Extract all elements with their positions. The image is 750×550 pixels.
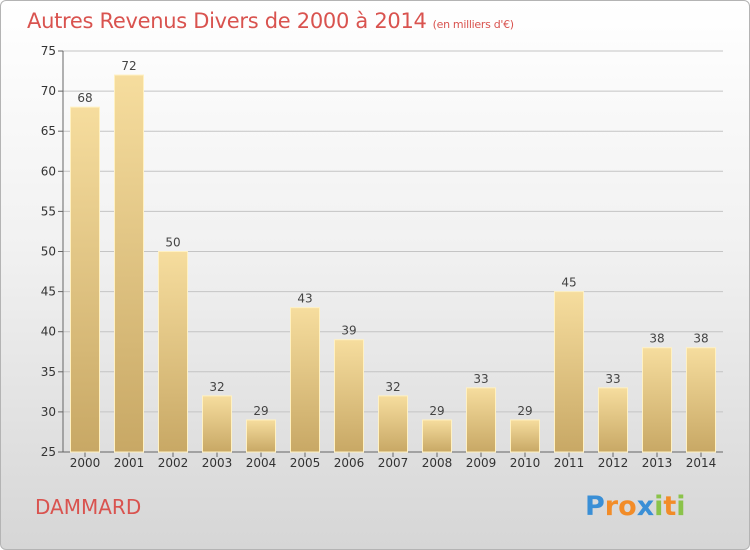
bar-2010 — [510, 419, 540, 453]
chart-subtitle: (en milliers d'€) — [432, 18, 514, 31]
bar-2000 — [70, 106, 100, 453]
bar-2014 — [686, 347, 716, 453]
value-label-2004: 29 — [253, 404, 268, 418]
bar-2013 — [642, 347, 672, 453]
x-tick-label-2009: 2009 — [466, 456, 497, 470]
bar-2001 — [114, 74, 144, 453]
x-tick-label-2006: 2006 — [334, 456, 365, 470]
value-label-2011: 45 — [561, 276, 576, 290]
chart-title-text: Autres Revenus Divers de 2000 à 2014 — [27, 9, 427, 33]
x-tick-label-2005: 2005 — [290, 456, 321, 470]
bar-2007 — [378, 395, 408, 453]
x-tick-label-2010: 2010 — [510, 456, 541, 470]
bar-2012 — [598, 387, 628, 453]
x-tick-label-2000: 2000 — [70, 456, 101, 470]
y-tick-label: 75 — [41, 44, 56, 58]
y-tick-label: 70 — [41, 84, 56, 98]
value-label-2005: 43 — [297, 292, 312, 306]
y-tick-label: 40 — [41, 325, 56, 339]
bar-2004 — [246, 419, 276, 453]
logo-letter: P — [585, 491, 605, 522]
logo-letter: x — [636, 491, 655, 522]
x-tick-label-2014: 2014 — [686, 456, 717, 470]
bars: 68 72 50 32 29 43 39 32 29 33 29 45 33 38 38 — [70, 59, 716, 453]
x-tick-label-2002: 2002 — [158, 456, 189, 470]
value-label-2002: 50 — [165, 236, 180, 250]
x-tick-label-2012: 2012 — [598, 456, 629, 470]
bar-2008 — [422, 419, 452, 453]
x-tick-label-2001: 2001 — [114, 456, 145, 470]
y-tick-label: 25 — [41, 445, 56, 459]
commune-name: DAMMARD — [35, 495, 142, 519]
proxiti-logo: Proxiti — [585, 491, 686, 522]
value-label-2012: 33 — [605, 372, 620, 386]
x-tick-label-2003: 2003 — [202, 456, 233, 470]
x-tick-label-2011: 2011 — [554, 456, 585, 470]
value-label-2013: 38 — [649, 332, 664, 346]
bar-2002 — [158, 251, 188, 453]
value-label-2008: 29 — [429, 404, 444, 418]
bar-2005 — [290, 307, 320, 453]
value-label-2007: 32 — [385, 380, 400, 394]
x-tick-label-2007: 2007 — [378, 456, 409, 470]
value-label-2001: 72 — [121, 59, 136, 73]
value-label-2003: 32 — [209, 380, 224, 394]
value-label-2014: 38 — [693, 332, 708, 346]
x-tick-label-2008: 2008 — [422, 456, 453, 470]
bar-2011 — [554, 291, 584, 453]
bar-2003 — [202, 395, 232, 453]
bar-2006 — [334, 339, 364, 453]
value-label-2000: 68 — [77, 91, 92, 105]
y-tick-label: 50 — [41, 245, 56, 259]
bar-2009 — [466, 387, 496, 453]
y-tick-label: 35 — [41, 365, 56, 379]
y-tick-label: 30 — [41, 405, 56, 419]
value-label-2010: 29 — [517, 404, 532, 418]
value-label-2006: 39 — [341, 324, 356, 338]
logo-letter: o — [618, 491, 637, 522]
chart-title: Autres Revenus Divers de 2000 à 2014 (en … — [27, 9, 514, 33]
value-label-2009: 33 — [473, 372, 488, 386]
y-tick-label: 65 — [41, 124, 56, 138]
x-tick-label-2013: 2013 — [642, 456, 673, 470]
logo-letter: i — [654, 491, 664, 522]
logo-letter: t — [663, 491, 677, 522]
logo-letter: i — [676, 491, 686, 522]
y-tick-label: 55 — [41, 204, 56, 218]
logo-letter: r — [604, 491, 619, 522]
y-tick-label: 60 — [41, 164, 56, 178]
y-tick-label: 45 — [41, 285, 56, 299]
x-tick-label-2004: 2004 — [246, 456, 277, 470]
